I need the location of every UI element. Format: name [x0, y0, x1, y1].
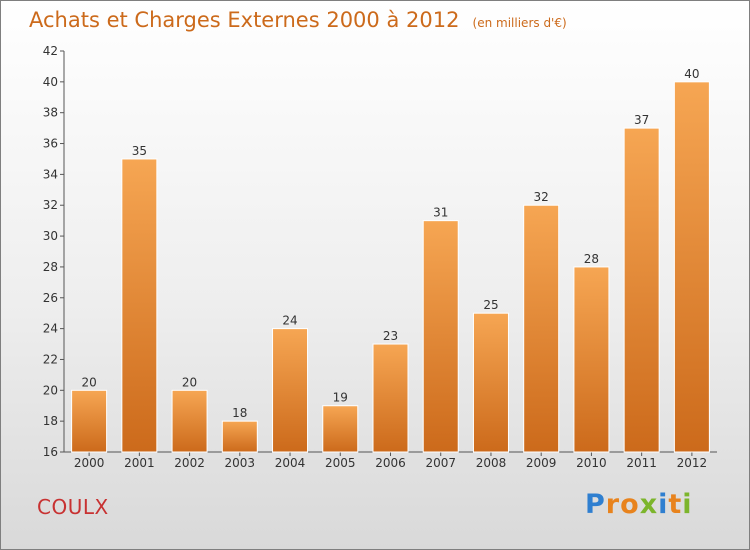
logo-letter: i — [682, 489, 693, 520]
y-tick-label: 40 — [43, 75, 58, 89]
commune-name: COULX — [37, 495, 109, 519]
bar — [523, 204, 560, 453]
x-tick-label: 2002 — [174, 456, 205, 470]
bar-value-label: 40 — [684, 67, 699, 81]
y-tick-label: 28 — [43, 260, 58, 274]
bar-value-label: 24 — [282, 314, 297, 328]
bar — [171, 389, 208, 453]
bar-value-label: 19 — [333, 391, 348, 405]
proxiti-logo: Proxiti — [585, 489, 693, 520]
chart-unit: (en milliers d'€) — [472, 16, 567, 30]
y-tick-label: 42 — [43, 44, 58, 58]
logo-letter: P — [585, 489, 606, 520]
x-tick-label: 2005 — [325, 456, 356, 470]
bar — [272, 328, 309, 453]
y-tick-label: 30 — [43, 229, 58, 243]
x-tick-label: 2007 — [425, 456, 456, 470]
bar — [121, 158, 158, 453]
x-tick-label: 2010 — [576, 456, 607, 470]
x-tick-label: 2011 — [626, 456, 657, 470]
logo-letter: o — [620, 489, 640, 520]
y-tick-label: 32 — [43, 198, 58, 212]
bar-value-label: 31 — [433, 206, 448, 220]
y-tick-label: 18 — [43, 414, 58, 428]
logo-letter: i — [658, 489, 669, 520]
logo-letter: x — [639, 489, 659, 520]
bar — [673, 81, 710, 453]
bar-value-label: 37 — [634, 113, 649, 127]
bar — [472, 312, 509, 453]
x-tick-label: 2000 — [74, 456, 105, 470]
x-tick-label: 2004 — [275, 456, 306, 470]
x-tick-label: 2009 — [526, 456, 557, 470]
bar-value-label: 18 — [232, 406, 247, 420]
bar — [71, 389, 108, 453]
bar — [322, 405, 359, 453]
x-tick-label: 2003 — [225, 456, 256, 470]
y-tick-label: 22 — [43, 352, 58, 366]
x-tick-label: 2008 — [476, 456, 507, 470]
bar-value-label: 28 — [584, 252, 599, 266]
bar-value-label: 23 — [383, 329, 398, 343]
logo-letter: r — [605, 489, 621, 520]
bar-value-label: 20 — [182, 375, 197, 389]
bar-value-label: 35 — [132, 144, 147, 158]
x-tick-label: 2001 — [124, 456, 155, 470]
axes: 16 18 20 22 24 26 28 30 32 34 36 38 40 42 2000 2001 2002… — [43, 44, 717, 470]
bar — [422, 220, 459, 453]
y-tick-label: 16 — [43, 445, 58, 459]
y-tick-label: 20 — [43, 383, 58, 397]
logo-letter: t — [668, 489, 683, 520]
bar — [221, 420, 258, 453]
chart-title-block: Achats et Charges Externes 2000 à 2012 (… — [29, 8, 567, 32]
x-tick-label: 2006 — [375, 456, 406, 470]
bar — [623, 127, 660, 453]
y-tick-label: 34 — [43, 167, 58, 181]
x-tick-label: 2012 — [677, 456, 708, 470]
bar-value-label: 25 — [483, 298, 498, 312]
bar-value-label: 32 — [534, 190, 549, 204]
bar — [573, 266, 610, 453]
y-tick-label: 26 — [43, 291, 58, 305]
y-tick-label: 24 — [43, 322, 58, 336]
bar — [372, 343, 409, 453]
chart-title: Achats et Charges Externes 2000 à 2012 — [29, 8, 460, 32]
bars — [71, 81, 710, 453]
bar-value-label: 20 — [81, 375, 96, 389]
y-tick-label: 38 — [43, 106, 58, 120]
y-tick-label: 36 — [43, 137, 58, 151]
value-labels: 20 35 20 18 24 19 23 31 25 32 28 37 40 — [81, 67, 699, 420]
